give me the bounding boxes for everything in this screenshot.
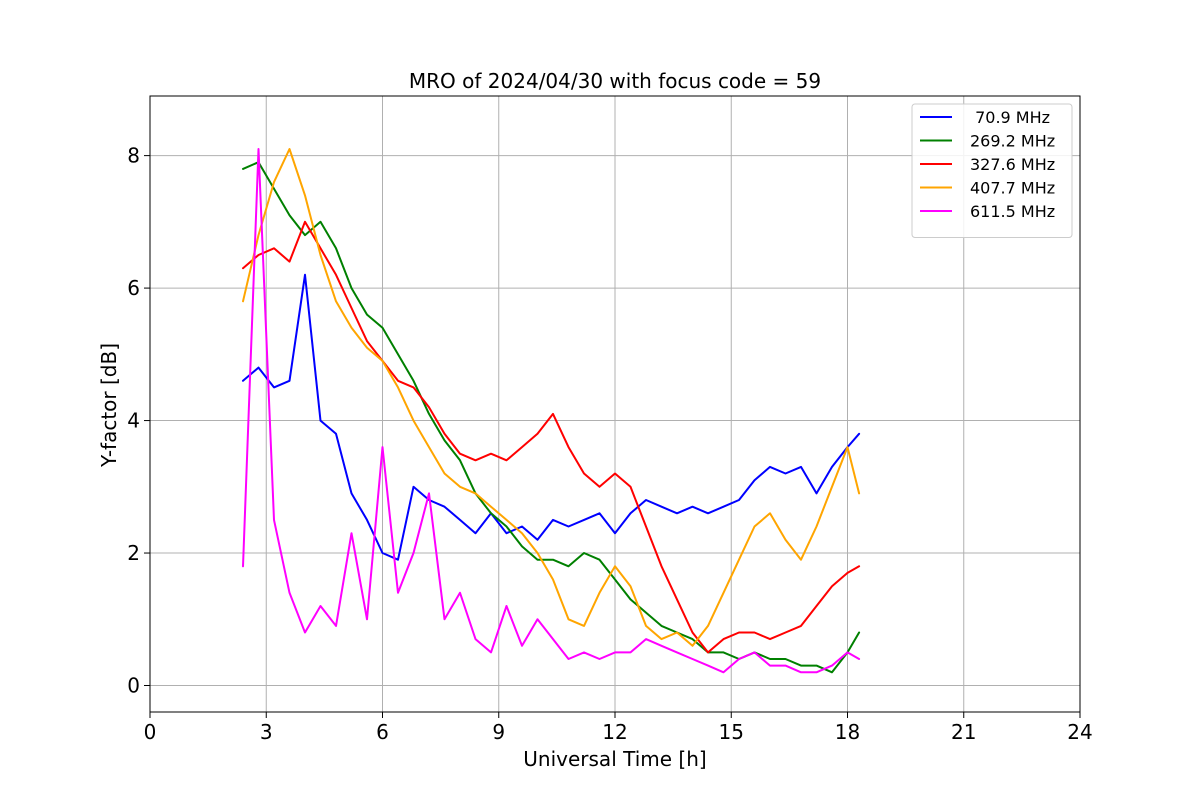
x-tick-label: 6 <box>376 720 389 744</box>
legend-label-4: 611.5 MHz <box>970 202 1055 221</box>
x-axis: 0 3 6 9 12 15 18 21 24 <box>144 712 1093 744</box>
chart-title: MRO of 2024/04/30 with focus code = 59 <box>409 69 821 93</box>
y-tick-label: 0 <box>127 674 140 698</box>
series-line-1 <box>242 161 861 674</box>
x-tick-label: 9 <box>492 720 505 744</box>
legend-label-0: 70.9 MHz <box>970 108 1050 127</box>
y-tick-label: 8 <box>127 144 140 168</box>
x-axis-title: Universal Time [h] <box>523 747 706 771</box>
series-line-0 <box>242 273 861 561</box>
y-axis: 0 2 4 6 8 <box>127 144 150 698</box>
y-tick-label: 2 <box>127 541 140 565</box>
legend-box <box>911 103 1073 238</box>
series-line-2 <box>242 220 861 654</box>
y-tick-label: 4 <box>127 409 140 433</box>
x-tick-label: 18 <box>835 720 860 744</box>
x-tick-label: 24 <box>1067 720 1092 744</box>
plot-series <box>242 148 861 674</box>
series-line-4 <box>242 148 861 674</box>
x-tick-label: 3 <box>260 720 273 744</box>
x-tick-label: 21 <box>951 720 976 744</box>
legend-label-3: 407.7 MHz <box>970 179 1055 198</box>
x-tick-label: 0 <box>144 720 157 744</box>
x-tick-label: 15 <box>719 720 744 744</box>
legend-label-2: 327.6 MHz <box>970 155 1055 174</box>
x-tick-label: 12 <box>602 720 627 744</box>
series-line-3 <box>242 148 861 647</box>
y-axis-title: Y-factor [dB] <box>97 343 121 468</box>
legend-label-1: 269.2 MHz <box>970 132 1055 151</box>
y-tick-label: 6 <box>127 276 140 300</box>
legend: 70.9 MHz 269.2 MHz 327.6 MHz 407.7 MHz 611.5… <box>911 103 1073 238</box>
